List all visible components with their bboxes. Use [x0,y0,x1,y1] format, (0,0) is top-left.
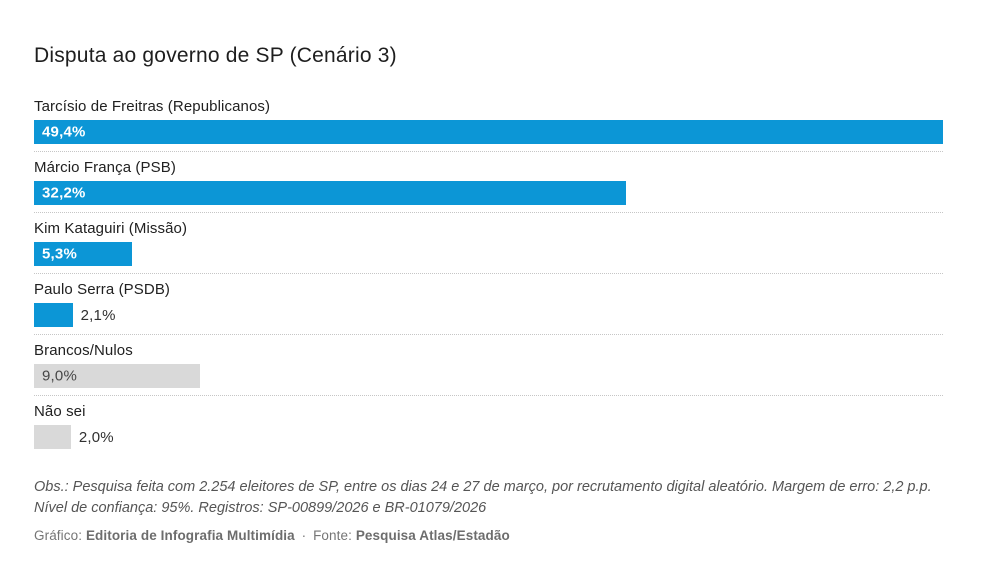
candidate-label: Márcio França (PSB) [34,159,176,176]
bar-value: 2,1% [80,306,116,324]
fonte-label: Fonte: [313,528,352,543]
page-title: Disputa ao governo de SP (Cenário 3) [34,44,397,67]
infographic: Disputa ao governo de SP (Cenário 3) Tar… [34,44,943,543]
bar [34,303,73,327]
bar [34,425,71,449]
candidate-label: Tarcísio de Freitras (Republicanos) [34,98,271,115]
bar [34,120,943,144]
bar [34,364,200,388]
bar-chart: Tarcísio de Freitras (Republicanos) 49,4… [34,97,943,449]
grafico-value: Editoria de Infografia Multimídia [85,528,295,543]
candidate-label: Kim Kataguiri (Missão) [34,220,188,237]
bar-track: 2,1% [34,303,943,327]
fonte-value: Pesquisa Atlas/Estadão [355,528,510,543]
chart-row: Paulo Serra (PSDB) 2,1% [34,280,943,335]
credits-line: Gráfico: Editoria de Infografia Multimíd… [34,528,943,543]
chart-row: Kim Kataguiri (Missão) 5,3% [34,219,943,274]
bar-value: 32,2% [42,184,86,202]
bar [34,181,627,205]
candidate-label: Brancos/Nulos [34,342,133,359]
bar-value: 9,0% [42,367,77,385]
bar-value: 49,4% [42,123,86,141]
note-line-1: Obs.: Pesquisa feita com 2.254 eleitores… [34,479,932,495]
chart-row: Não sei 2,0% [34,402,943,449]
bar [34,242,132,266]
chart-row: Tarcísio de Freitras (Republicanos) 49,4… [34,97,943,152]
methodology-note: Obs.: Pesquisa feita com 2.254 eleitores… [34,477,943,519]
note-line-2: Nível de confiança: 95%. Registros: SP-0… [34,500,487,516]
dot-separator: · [301,528,307,543]
bar-track: 2,0% [34,425,943,449]
bar-value: 2,0% [78,428,114,446]
bar-track: 32,2% [34,181,943,205]
grafico-label: Gráfico: [34,528,83,543]
candidate-label: Paulo Serra (PSDB) [34,281,171,298]
bar-value: 5,3% [42,245,77,263]
candidate-label: Não sei [34,403,86,420]
chart-row: Brancos/Nulos 9,0% [34,341,943,396]
bar-track: 5,3% [34,242,943,266]
chart-row: Márcio França (PSB) 32,2% [34,158,943,213]
bar-track: 49,4% [34,120,943,144]
bar-track: 9,0% [34,364,943,388]
